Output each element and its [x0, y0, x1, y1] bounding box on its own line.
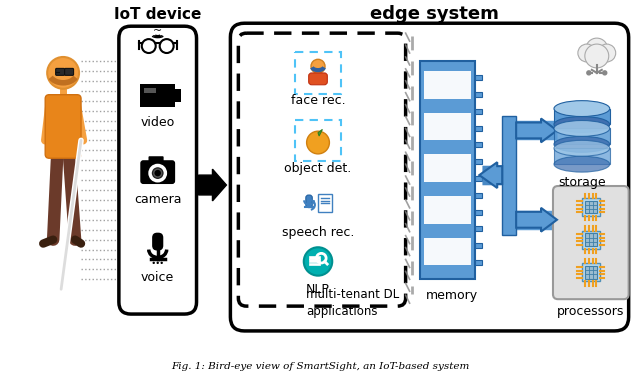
- Ellipse shape: [554, 117, 610, 132]
- FancyBboxPatch shape: [140, 160, 175, 184]
- Circle shape: [598, 44, 616, 62]
- FancyBboxPatch shape: [584, 266, 597, 279]
- FancyBboxPatch shape: [582, 264, 600, 281]
- Circle shape: [603, 71, 607, 75]
- Circle shape: [587, 71, 591, 75]
- FancyBboxPatch shape: [148, 156, 164, 166]
- FancyBboxPatch shape: [553, 186, 628, 299]
- FancyBboxPatch shape: [56, 68, 65, 75]
- FancyBboxPatch shape: [582, 198, 600, 216]
- Circle shape: [578, 44, 596, 62]
- Ellipse shape: [554, 136, 610, 152]
- FancyBboxPatch shape: [172, 89, 181, 102]
- Circle shape: [154, 169, 162, 177]
- Circle shape: [47, 57, 79, 89]
- Text: camera: camera: [134, 193, 182, 206]
- Circle shape: [307, 131, 330, 154]
- Text: edge system: edge system: [370, 5, 499, 23]
- FancyBboxPatch shape: [308, 73, 327, 85]
- FancyBboxPatch shape: [476, 159, 483, 164]
- FancyBboxPatch shape: [309, 263, 320, 265]
- FancyBboxPatch shape: [319, 194, 332, 212]
- Polygon shape: [318, 129, 323, 136]
- FancyBboxPatch shape: [306, 195, 312, 208]
- FancyBboxPatch shape: [45, 95, 81, 158]
- FancyBboxPatch shape: [584, 201, 597, 213]
- FancyBboxPatch shape: [554, 109, 610, 124]
- FancyBboxPatch shape: [424, 196, 471, 224]
- FancyBboxPatch shape: [476, 92, 483, 97]
- FancyBboxPatch shape: [420, 61, 476, 279]
- FancyBboxPatch shape: [230, 23, 628, 331]
- FancyBboxPatch shape: [309, 256, 320, 259]
- FancyBboxPatch shape: [476, 143, 483, 147]
- FancyBboxPatch shape: [476, 75, 483, 80]
- FancyBboxPatch shape: [152, 233, 163, 250]
- Text: storage: storage: [558, 176, 605, 188]
- FancyBboxPatch shape: [476, 109, 483, 114]
- Circle shape: [150, 165, 165, 181]
- FancyArrow shape: [479, 162, 502, 188]
- FancyBboxPatch shape: [295, 52, 341, 94]
- FancyBboxPatch shape: [424, 112, 471, 140]
- FancyBboxPatch shape: [476, 260, 483, 265]
- FancyBboxPatch shape: [424, 238, 471, 265]
- FancyArrow shape: [198, 169, 227, 201]
- Ellipse shape: [554, 120, 610, 136]
- Circle shape: [586, 38, 608, 60]
- Text: NLP: NLP: [306, 283, 330, 296]
- FancyArrow shape: [516, 118, 557, 143]
- Text: video: video: [141, 116, 175, 129]
- FancyBboxPatch shape: [554, 148, 610, 164]
- Text: ~: ~: [153, 26, 163, 36]
- FancyBboxPatch shape: [295, 120, 341, 161]
- Text: face rec.: face rec.: [291, 94, 346, 107]
- Text: processors: processors: [557, 305, 625, 318]
- Circle shape: [583, 40, 611, 68]
- FancyBboxPatch shape: [476, 126, 483, 130]
- Ellipse shape: [554, 140, 610, 156]
- FancyBboxPatch shape: [119, 26, 196, 314]
- FancyBboxPatch shape: [476, 176, 483, 181]
- FancyBboxPatch shape: [476, 243, 483, 248]
- FancyBboxPatch shape: [476, 193, 483, 198]
- Ellipse shape: [554, 156, 610, 172]
- Text: multi-tenant DL
applications: multi-tenant DL applications: [306, 288, 399, 318]
- FancyBboxPatch shape: [476, 226, 483, 231]
- FancyArrow shape: [516, 208, 557, 232]
- Text: IoT device: IoT device: [114, 7, 202, 22]
- Text: (: (: [153, 33, 163, 37]
- FancyBboxPatch shape: [554, 129, 610, 144]
- Circle shape: [585, 44, 609, 68]
- Circle shape: [304, 247, 332, 276]
- FancyBboxPatch shape: [582, 231, 600, 249]
- Circle shape: [161, 262, 163, 264]
- FancyBboxPatch shape: [424, 154, 471, 182]
- FancyBboxPatch shape: [309, 259, 320, 262]
- Ellipse shape: [554, 101, 610, 117]
- FancyBboxPatch shape: [502, 115, 516, 235]
- Circle shape: [142, 39, 156, 53]
- FancyBboxPatch shape: [238, 33, 406, 306]
- FancyBboxPatch shape: [424, 71, 471, 99]
- FancyBboxPatch shape: [476, 210, 483, 215]
- FancyBboxPatch shape: [584, 233, 597, 246]
- FancyBboxPatch shape: [65, 68, 74, 75]
- Circle shape: [152, 262, 155, 264]
- Circle shape: [160, 39, 173, 53]
- Text: speech rec.: speech rec.: [282, 226, 354, 239]
- Circle shape: [311, 59, 325, 73]
- Text: memory: memory: [426, 289, 479, 302]
- Circle shape: [157, 262, 159, 264]
- FancyBboxPatch shape: [144, 88, 156, 93]
- Text: voice: voice: [141, 271, 174, 284]
- FancyBboxPatch shape: [140, 84, 175, 108]
- Text: Fig. 1: Bird-eye view of SmartSight, an IoT-based system: Fig. 1: Bird-eye view of SmartSight, an …: [171, 362, 469, 371]
- Text: object det.: object det.: [284, 162, 351, 174]
